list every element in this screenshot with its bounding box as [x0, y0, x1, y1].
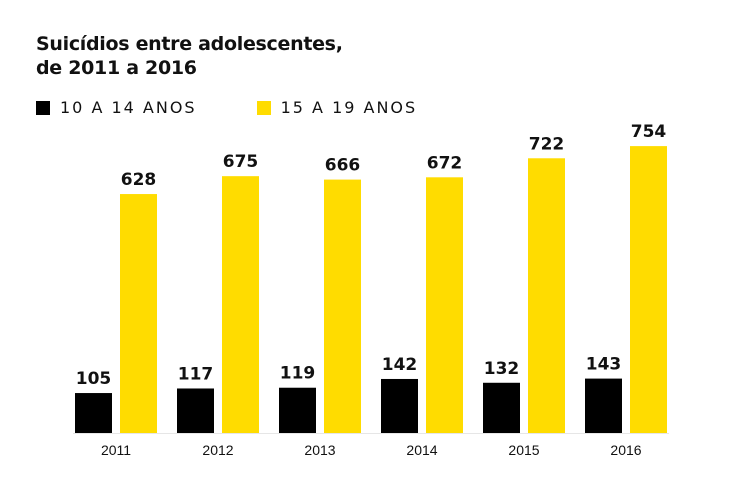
bar-10-14-2015	[483, 382, 520, 433]
bar-10-14-2011	[75, 393, 112, 433]
x-tick-label-2011: 2011	[101, 442, 131, 458]
legend-item-10-14: 10 A 14 ANOS	[36, 98, 197, 117]
chart-title: Suicídios entre adolescentes, de 2011 a …	[36, 32, 343, 80]
bar-10-14-2012	[177, 388, 214, 433]
legend-swatch-15-19	[256, 100, 271, 115]
x-tick-label-2012: 2012	[202, 442, 233, 458]
data-label-10-14-2016: 143	[586, 355, 622, 375]
chart-title-line-2: de 2011 a 2016	[36, 57, 197, 79]
data-label-10-14-2014: 142	[382, 355, 418, 375]
bar-10-14-2016	[585, 378, 622, 433]
chart-title-line-1: Suicídios entre adolescentes,	[36, 33, 343, 55]
bar-15-19-2016	[630, 146, 667, 433]
data-label-10-14-2011: 105	[76, 369, 112, 389]
x-tick-label-2016: 2016	[610, 442, 641, 458]
bar-15-19-2011	[120, 194, 157, 433]
data-label-15-19-2012: 675	[223, 152, 259, 172]
legend-label-15-19: 15 A 19 ANOS	[280, 98, 418, 117]
bar-10-14-2014	[381, 378, 418, 433]
data-label-15-19-2015: 722	[529, 134, 565, 154]
data-label-10-14-2012: 117	[178, 364, 214, 384]
chart-legend: 10 A 14 ANOS 15 A 19 ANOS	[36, 98, 417, 117]
data-label-15-19-2014: 672	[427, 153, 463, 173]
legend-swatch-10-14	[36, 100, 50, 115]
x-tick-label-2015: 2015	[508, 442, 539, 458]
data-label-15-19-2013: 666	[325, 156, 361, 176]
bar-15-19-2015	[528, 158, 565, 434]
legend-item-15-19: 15 A 19 ANOS	[256, 98, 418, 117]
data-label-10-14-2013: 119	[280, 364, 316, 384]
x-tick-label-2014: 2014	[406, 442, 437, 458]
data-label-10-14-2015: 132	[484, 359, 520, 379]
legend-label-10-14: 10 A 14 ANOS	[60, 98, 197, 117]
x-tick-label-2013: 2013	[304, 442, 335, 458]
data-label-15-19-2011: 628	[121, 170, 157, 190]
bar-15-19-2013	[324, 179, 361, 433]
bar-15-19-2012	[222, 176, 259, 433]
bar-10-14-2013	[279, 387, 316, 433]
bar-15-19-2014	[426, 177, 463, 433]
data-label-15-19-2016: 754	[631, 122, 667, 142]
